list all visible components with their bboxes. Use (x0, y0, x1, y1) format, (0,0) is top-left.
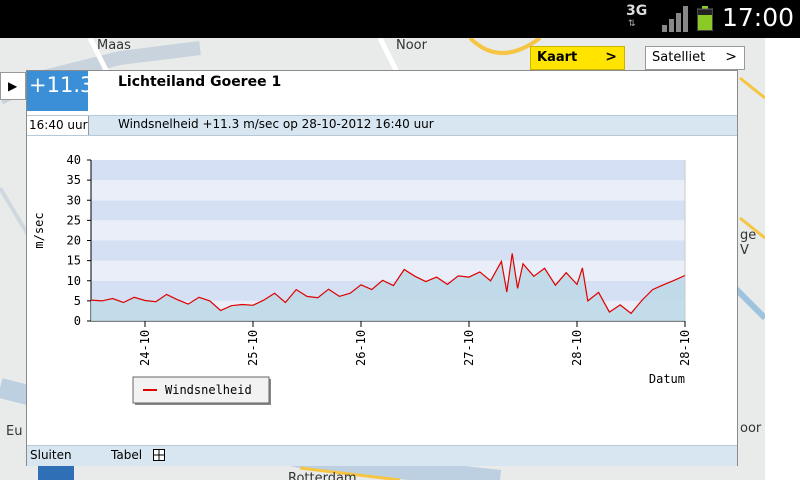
y-tick-label: 35 (67, 173, 81, 187)
satellite-mode-button[interactable]: Satelliet > (645, 46, 745, 70)
station-name: Lichteiland Goeree 1 (118, 74, 282, 90)
x-tick-label: 24-10 (138, 330, 152, 366)
y-tick-label: 15 (67, 254, 81, 268)
grid-band (91, 220, 685, 241)
x-tick-label: 28-10 (570, 330, 584, 366)
signal-icon (662, 6, 688, 32)
status-bar: 3G ⇅ 17:00 (0, 0, 800, 38)
x-tick-label: 25-10 (246, 330, 260, 366)
grid-band (91, 180, 685, 201)
battery-icon (697, 6, 713, 31)
x-tick-label: 28-10 (678, 330, 692, 366)
data-activity-icon: ⇅ (628, 19, 636, 29)
y-tick-label: 40 (67, 153, 81, 167)
y-tick-label: 10 (67, 274, 81, 288)
map-label: oor (740, 421, 762, 436)
grid-band (91, 260, 685, 281)
play-arrow-icon: ▶ (8, 79, 18, 93)
grid-band (91, 240, 685, 261)
grid-band (91, 160, 685, 181)
page-side-strip (765, 38, 800, 480)
station-popup: +11.3 Lichteiland Goeree 1 16:40 uur Win… (26, 70, 738, 466)
chevron-right-icon: > (605, 49, 617, 65)
clock: 17:00 (722, 3, 795, 32)
measurement-description: Windsnelheid +11.3 m/sec op 28-10-2012 1… (118, 117, 434, 131)
series-line-windsnelheid (90, 253, 686, 315)
table-button[interactable]: Tabel (111, 448, 143, 462)
wind-speed-chart: 0 5 10 15 20 25 30 35 40 m/sec 24-10 25-10 26-10 27-1… (32, 153, 692, 405)
series-area (91, 253, 685, 321)
x-tick-label: 27-10 (462, 330, 476, 366)
current-value-badge: +11.3 (27, 71, 93, 111)
popup-footer: Sluiten Tabel (27, 445, 737, 466)
y-tick-label: 0 (74, 314, 81, 328)
map-label: Noor (396, 38, 427, 53)
grid-band (91, 200, 685, 221)
table-grid-icon[interactable] (153, 449, 165, 461)
satellite-mode-label: Satelliet (652, 50, 706, 65)
y-axis-label: m/sec (32, 212, 46, 248)
map-label: Maas (97, 38, 131, 53)
map-mode-button[interactable]: Kaart > (530, 46, 625, 70)
y-tick-label: 5 (74, 294, 81, 308)
x-tick-label: 26-10 (354, 330, 368, 366)
y-tick-label: 20 (67, 234, 81, 248)
map-label: ge V (740, 228, 757, 258)
map-label: Rotterdam (288, 471, 357, 480)
y-tick-label: 25 (67, 213, 81, 227)
close-button[interactable]: Sluiten (30, 448, 72, 462)
measurement-row: 16:40 uur Windsnelheid +11.3 m/sec op 28… (27, 115, 737, 136)
y-tick-label: 30 (67, 193, 81, 207)
measurement-time: 16:40 uur (27, 116, 89, 135)
legend-label: Windsnelheid (165, 383, 252, 397)
map-label: Eu (6, 424, 23, 439)
x-axis-label: Datum (649, 372, 685, 386)
map-mode-label: Kaart (537, 50, 578, 65)
panel-expand-button[interactable]: ▶ (0, 72, 26, 100)
bottom-tab-indicator[interactable] (38, 466, 74, 480)
chevron-right-icon: > (725, 49, 737, 65)
network-type: 3G (626, 3, 648, 19)
